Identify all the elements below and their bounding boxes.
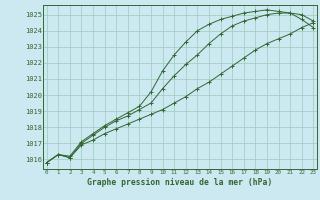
- X-axis label: Graphe pression niveau de la mer (hPa): Graphe pression niveau de la mer (hPa): [87, 178, 273, 187]
